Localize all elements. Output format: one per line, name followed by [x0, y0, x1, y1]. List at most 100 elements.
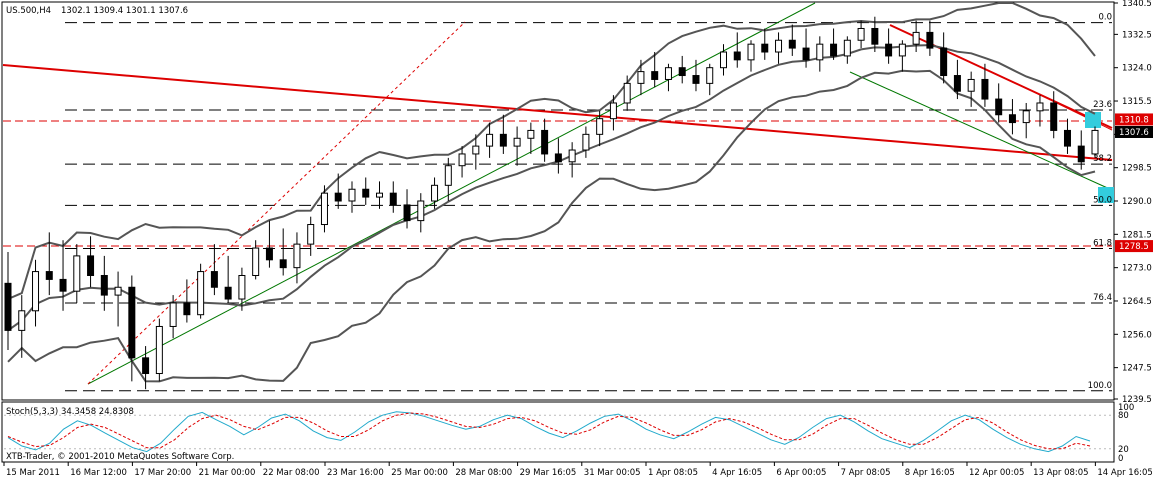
candle-body	[761, 43, 769, 53]
stochastic-panel[interactable]	[1, 401, 1115, 463]
candle-body	[898, 43, 906, 57]
x-tick-label: 31 Mar 00:05	[584, 468, 641, 478]
fibonacci-levels	[65, 22, 1112, 392]
price-panel[interactable]	[1, 1, 1115, 401]
stoch-tick-label: 0	[1118, 454, 1123, 464]
candle-body	[995, 98, 1003, 116]
stoch-tick-label: 80	[1118, 411, 1129, 421]
candle-body	[527, 129, 535, 139]
candle-body	[142, 357, 150, 375]
candle-body	[362, 188, 370, 198]
candle-body	[1091, 129, 1099, 155]
time-axis: 15 Mar 2011 16 Mar 12:00 17 Mar 20:00 21 Ma…	[3, 462, 1153, 478]
candle-body	[733, 51, 741, 61]
x-tick-label: 17 Mar 20:00	[134, 468, 191, 478]
ohlc-label: 1302.1 1309.4 1301.1 1307.6	[61, 6, 188, 16]
candle-body	[513, 137, 521, 147]
price-label-text: 1310.8	[1119, 115, 1149, 125]
candle-body	[967, 78, 975, 92]
candle-body	[885, 43, 893, 57]
watermark: XTB-Trader, © 2001-2010 MetaQuotes Softw…	[6, 452, 234, 462]
x-tick-label: 12 Apr 00:05	[969, 468, 1024, 478]
candle-body	[651, 71, 659, 80]
candle-body	[596, 118, 604, 135]
candle-body	[307, 224, 315, 245]
candle-body	[224, 286, 232, 300]
symbol-label: US.500,H4	[6, 6, 51, 16]
candle-body	[857, 27, 865, 41]
candle-body	[417, 200, 425, 222]
candle-body	[293, 243, 301, 269]
x-tick-label: 28 Mar 08:00	[455, 468, 512, 478]
candle-body	[747, 43, 755, 61]
x-tick-label: 23 Mar 16:00	[327, 468, 384, 478]
candle-body	[197, 271, 205, 316]
price-label-text: 1307.6	[1119, 128, 1149, 138]
cyan-marker-lower	[1098, 187, 1114, 203]
candle-body	[706, 67, 714, 84]
cyan-marker-upper	[1085, 112, 1101, 128]
x-tick-label: 15 Mar 2011	[6, 468, 60, 478]
candle-body	[1036, 102, 1044, 112]
candle-body	[953, 75, 961, 92]
stoch-main-line	[7, 411, 1091, 453]
price-label-box	[1115, 113, 1153, 126]
candle-body	[802, 47, 810, 61]
price-labels: 1310.8 1307.6 1278.5	[1115, 113, 1153, 253]
candle-body	[788, 39, 796, 49]
candle-body	[238, 274, 246, 300]
x-tick-label: 14 Apr 16:05	[1097, 468, 1152, 478]
x-tick-label: 1 Apr 08:05	[648, 468, 698, 478]
fib-level-label: 50.0	[1093, 195, 1112, 205]
price-label-box	[1115, 125, 1153, 138]
candle-body	[623, 82, 631, 104]
x-tick-label: 16 Mar 12:00	[70, 468, 127, 478]
candle-body	[692, 75, 700, 84]
candle-body	[210, 271, 218, 288]
candle-body	[940, 47, 948, 77]
candle-body	[4, 282, 12, 331]
x-tick-label: 13 Apr 08:05	[1033, 468, 1088, 478]
y-tick-label: 1256.0	[1122, 330, 1152, 340]
x-tick-label: 7 Apr 08:05	[841, 468, 891, 478]
candle-body	[348, 188, 356, 202]
fib-level-label: 38.2	[1093, 154, 1112, 164]
y-tick-label: 1324.0	[1122, 64, 1152, 74]
candle-body	[114, 286, 122, 296]
candle-body	[32, 271, 40, 312]
candle-body	[830, 43, 838, 57]
candle-body	[1063, 129, 1071, 147]
y-tick-label: 1281.5	[1122, 230, 1152, 240]
candle-body	[279, 259, 287, 269]
candle-body	[472, 145, 480, 155]
candle-body	[183, 302, 191, 316]
candle-body	[45, 271, 53, 280]
candle-body	[609, 102, 617, 120]
candle-body	[486, 133, 494, 147]
stochastic-header: Stoch(5,3,3) 34.3458 24.8308	[6, 407, 134, 417]
candle-body	[73, 255, 81, 292]
x-tick-label: 6 Apr 00:05	[776, 468, 826, 478]
candle-body	[155, 325, 163, 375]
candle-body	[637, 71, 645, 84]
x-tick-label: 22 Mar 08:00	[263, 468, 320, 478]
candle-body	[1077, 145, 1085, 163]
fib-level-label: 100.0	[1088, 381, 1112, 391]
bollinger-lower	[7, 69, 1096, 383]
candle-body	[912, 31, 920, 45]
x-tick-label: 21 Mar 00:00	[199, 468, 256, 478]
y-tick-label: 1298.5	[1122, 164, 1152, 174]
trend-lines	[2, 2, 1114, 385]
candle-body	[1050, 102, 1058, 131]
price-label-text: 1278.5	[1119, 242, 1149, 252]
y-tick-label: 1239.5	[1122, 395, 1152, 405]
fib-level-label: 76.4	[1093, 293, 1112, 303]
candle-body	[18, 310, 26, 331]
candle-body	[554, 153, 562, 163]
y-tick-label: 1332.5	[1122, 30, 1152, 40]
candle-body	[816, 43, 824, 61]
y-tick-label: 1273.0	[1122, 264, 1152, 274]
candle-body	[678, 67, 686, 77]
